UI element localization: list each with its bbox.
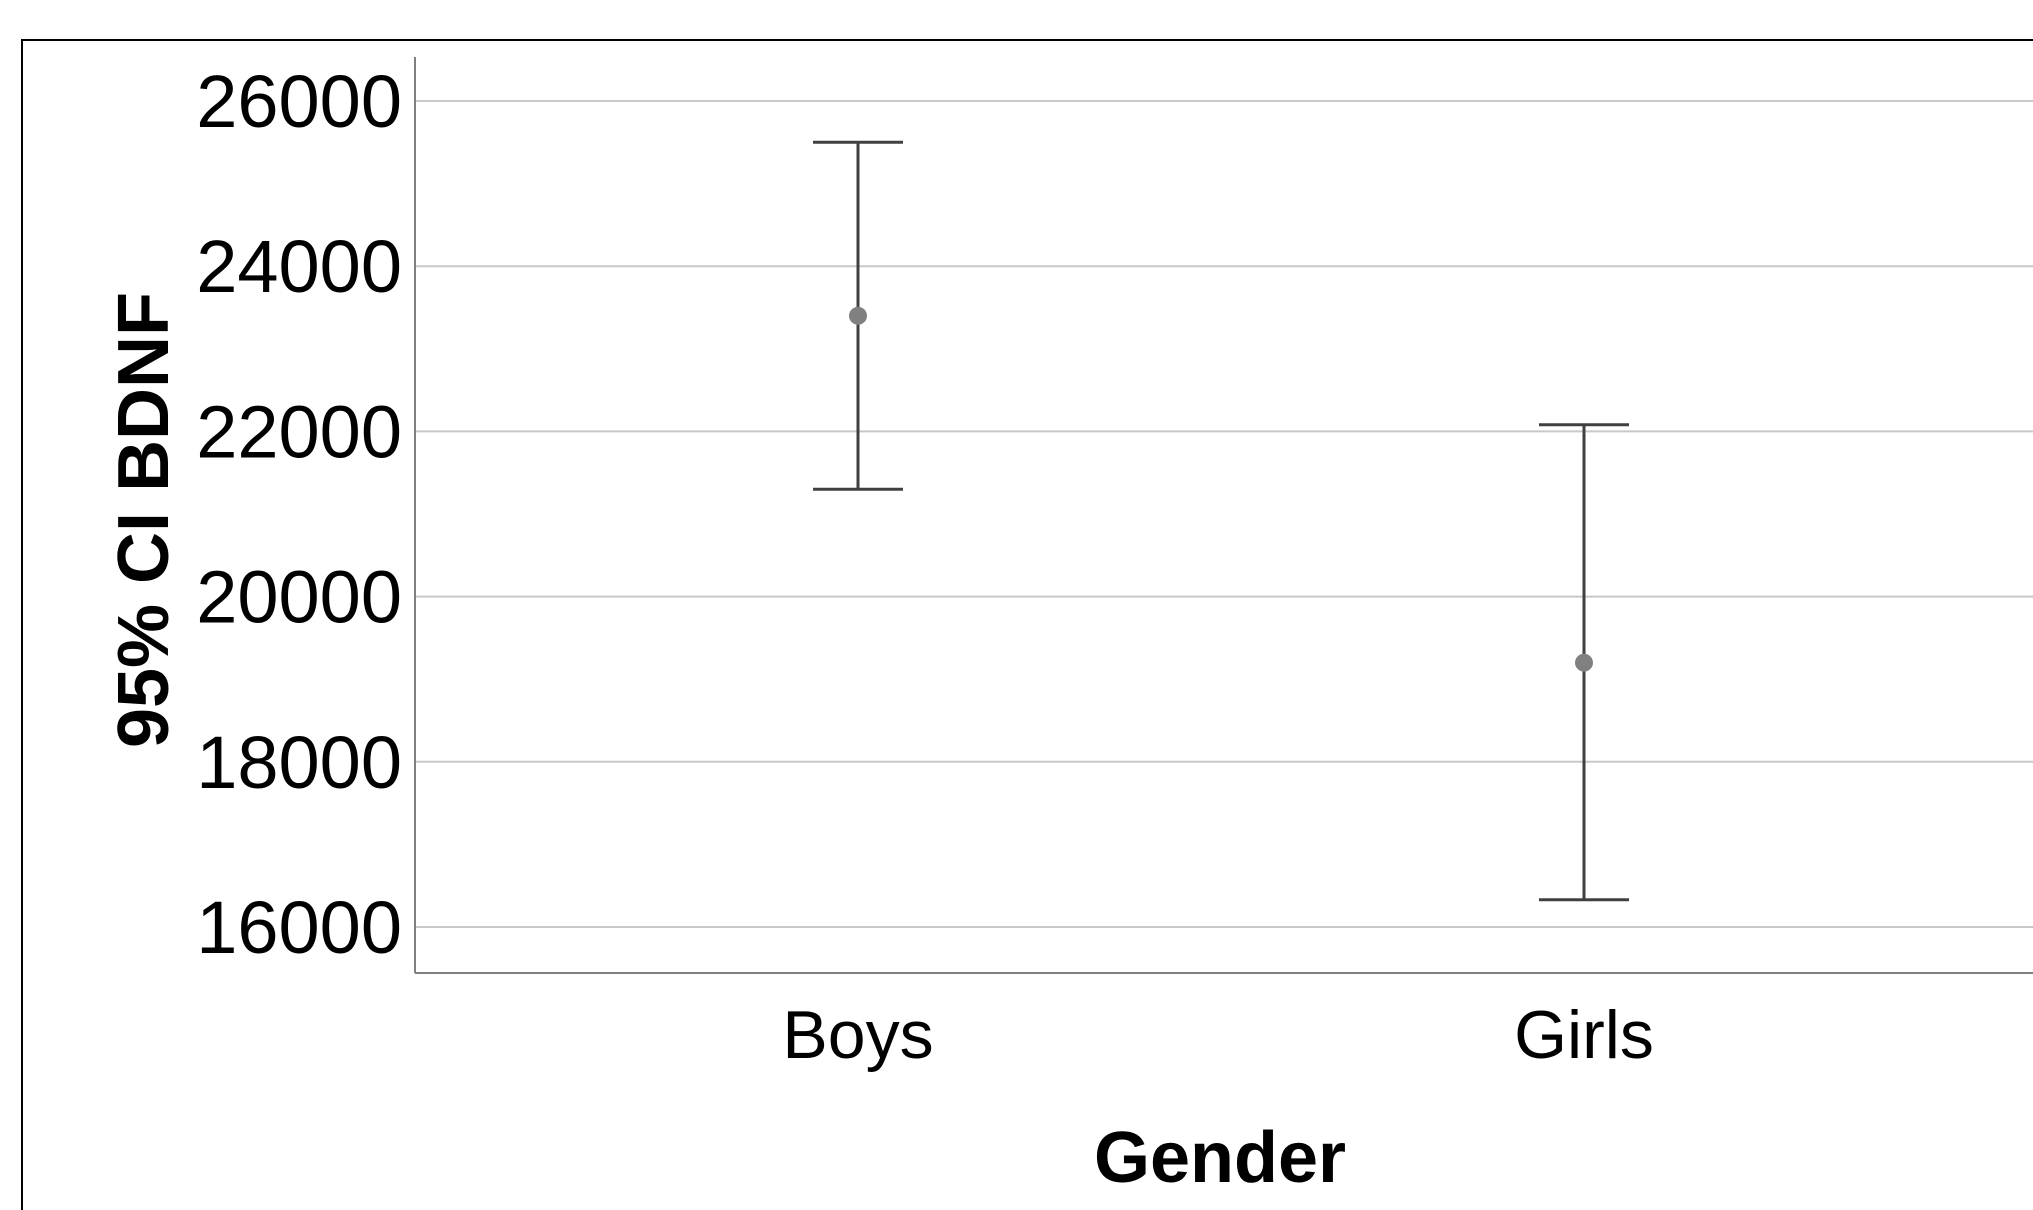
x-category-label-boys: Boys xyxy=(782,997,933,1073)
x-axis-title: Gender xyxy=(1094,1118,1346,1198)
mean-point-boys xyxy=(849,306,867,325)
y-tick-label-22000: 22000 xyxy=(196,390,402,473)
mean-point-girls xyxy=(1575,653,1593,672)
x-category-label-girls: Girls xyxy=(1514,997,1654,1073)
y-axis-title: 95% CI BDNF xyxy=(104,292,184,748)
chart-frame xyxy=(21,39,2033,1210)
mean-points xyxy=(849,306,1593,672)
y-tick-label-16000: 16000 xyxy=(196,886,402,969)
x-category-labels: Boys Girls xyxy=(782,997,1653,1073)
y-tick-label-20000: 20000 xyxy=(196,556,402,639)
y-tick-label-24000: 24000 xyxy=(196,225,402,308)
y-tick-label-26000: 26000 xyxy=(196,60,402,143)
axes xyxy=(414,57,2033,974)
y-tick-labels: 16000 18000 20000 22000 24000 26000 xyxy=(196,60,402,969)
y-tick-label-18000: 18000 xyxy=(196,721,402,804)
gridlines xyxy=(415,100,2033,928)
